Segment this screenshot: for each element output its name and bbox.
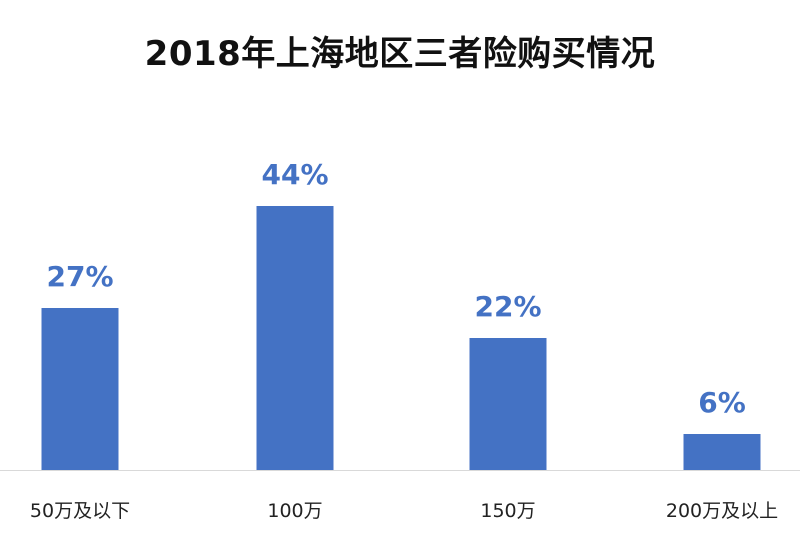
bar-0 xyxy=(41,308,119,470)
data-label-0: 27% xyxy=(46,260,113,293)
data-labels-group: 27% 44% 22% 6% xyxy=(46,158,745,419)
chart-title: 2018年上海地区三者险购买情况 xyxy=(144,34,656,74)
bars-group xyxy=(41,206,761,470)
data-label-2: 22% xyxy=(474,290,541,323)
x-tick-label-3: 200万及以上 xyxy=(666,500,778,522)
bar-1 xyxy=(256,206,334,470)
bar-3 xyxy=(683,434,761,470)
x-tick-label-1: 100万 xyxy=(267,500,322,522)
data-label-1: 44% xyxy=(261,158,328,191)
x-tick-labels-group: 50万及以下 100万 150万 200万及以上 xyxy=(30,500,778,522)
x-tick-label-0: 50万及以下 xyxy=(30,500,130,522)
bar-2 xyxy=(469,338,547,470)
data-label-3: 6% xyxy=(698,386,746,419)
x-tick-label-2: 150万 xyxy=(480,500,535,522)
